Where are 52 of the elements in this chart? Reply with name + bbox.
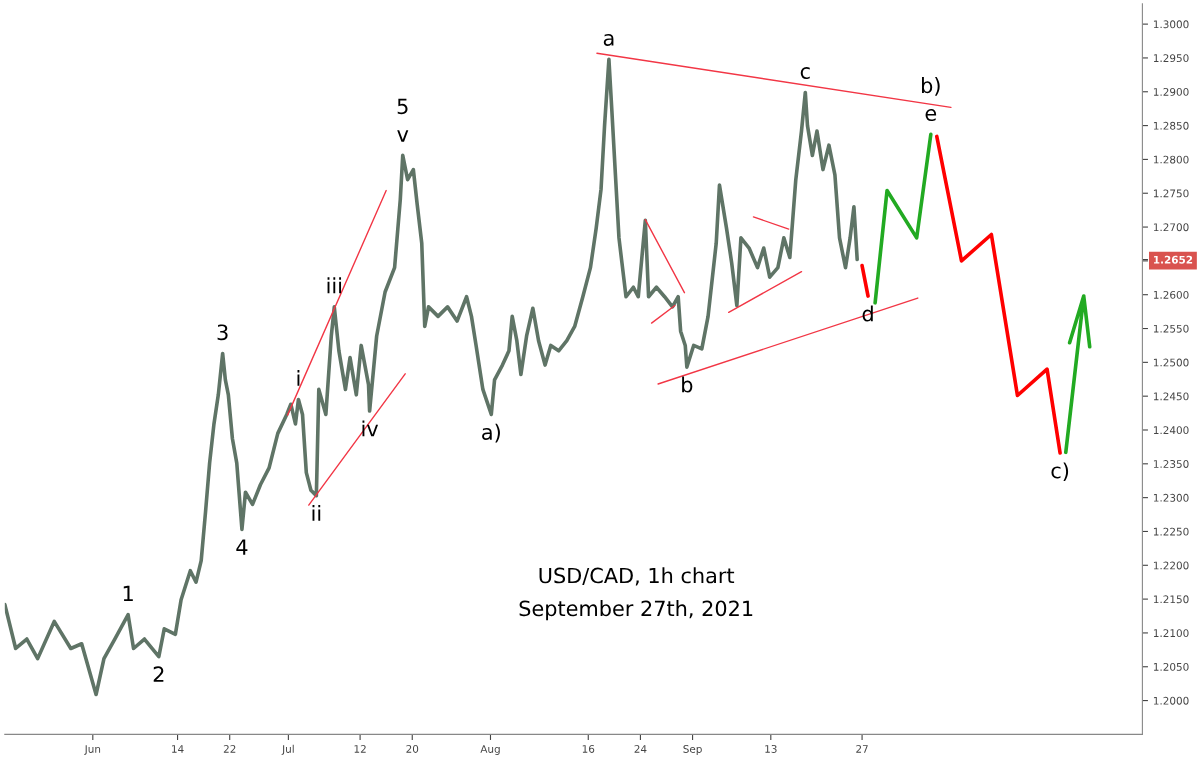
annotation: 5 <box>397 98 408 115</box>
x-tick-label: Jun <box>84 745 101 755</box>
annotation: b) <box>922 77 940 96</box>
y-tick-label: 1.2450 <box>1153 392 1189 401</box>
y-tick-label: 1.2050 <box>1153 662 1189 671</box>
annotation: 2 <box>153 666 164 682</box>
line-series <box>4 57 859 697</box>
annotation: e <box>925 109 937 121</box>
y-tick-label: 1.2750 <box>1153 189 1189 198</box>
y-tick-label: 1.2652 <box>1153 255 1193 264</box>
annotation: c <box>800 67 810 80</box>
y-tick-label: 1.2500 <box>1153 358 1189 367</box>
y-tick-label: 1.2350 <box>1153 460 1189 468</box>
y-tick-label: 1.2400 <box>1153 426 1189 435</box>
annotation: ii <box>312 504 321 521</box>
y-tick-label: 1.2850 <box>1153 121 1189 130</box>
annotation: a) <box>482 423 500 443</box>
x-tick-label: 14 <box>172 745 184 753</box>
y-tick-label: 1.2950 <box>1153 54 1189 63</box>
x-tick-label: 20 <box>406 745 419 753</box>
y-tick-label: 1.2900 <box>1153 87 1189 96</box>
annotation: iii <box>327 277 342 294</box>
x-tick-label: 13 <box>765 745 777 753</box>
annotation: v <box>397 130 409 142</box>
annotation: a <box>603 33 614 46</box>
annotation: 4 <box>236 539 248 555</box>
y-tick-label: 1.2250 <box>1153 527 1189 536</box>
annotation: c) <box>1051 462 1069 481</box>
y-tick-label: 1.2200 <box>1153 561 1189 570</box>
x-tick-label: 27 <box>856 745 868 753</box>
annotation: 3 <box>217 324 228 341</box>
x-tick-label: 22 <box>223 745 236 753</box>
annotation: b <box>682 376 693 393</box>
x-tick-label: Aug <box>480 745 500 755</box>
y-tick-label: 1.2150 <box>1153 595 1189 604</box>
x-tick-label: 12 <box>354 745 366 753</box>
y-tick-label: 1.2800 <box>1153 155 1189 164</box>
y-tick-label: 1.2000 <box>1153 696 1189 705</box>
annotation: USD/CAD, 1h chart <box>539 567 735 586</box>
annotation: i <box>297 370 300 386</box>
annotation: September 27th, 2021 <box>519 600 753 621</box>
x-tick-label: 24 <box>634 745 647 753</box>
y-tick-label: 1.3000 <box>1153 20 1189 29</box>
annotation: 1 <box>123 585 133 601</box>
x-tick-label: Jul <box>281 744 294 755</box>
y-tick-label: 1.2300 <box>1153 493 1189 502</box>
y-tick-label: 1.2700 <box>1153 223 1189 232</box>
y-tick-label: 1.2600 <box>1153 290 1189 299</box>
x-tick-label: 16 <box>582 745 595 753</box>
y-tick-label: 1.2550 <box>1153 324 1189 333</box>
y-tick-label: 1.2100 <box>1153 629 1189 638</box>
x-tick-label: Sep <box>683 745 702 755</box>
